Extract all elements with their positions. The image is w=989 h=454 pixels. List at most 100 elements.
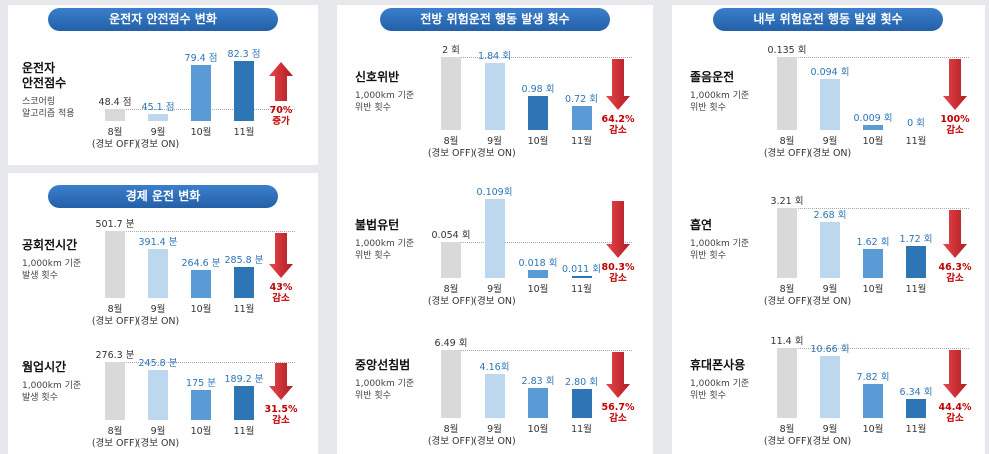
value-label: 285.8 분 bbox=[224, 254, 264, 266]
x-tick-label: 9월 (경보 ON) bbox=[473, 136, 516, 159]
reference-line bbox=[441, 350, 632, 352]
x-tick-label: 10월 bbox=[190, 426, 212, 437]
chart-subtitle: 1,000km 기준 위반 횟수 bbox=[690, 379, 750, 401]
chart-subtitle: 1,000km 기준 위반 횟수 bbox=[690, 239, 750, 261]
reference-line bbox=[105, 231, 295, 233]
bar bbox=[441, 350, 461, 418]
chart-subtitle: 1,000km 기준 위반 횟수 bbox=[355, 379, 415, 401]
x-tick-label: 10월 bbox=[527, 424, 549, 435]
bar bbox=[234, 386, 254, 420]
value-label: 0.109회 bbox=[476, 187, 513, 198]
value-label: 175 분 bbox=[186, 377, 216, 389]
value-label: 10.66 회 bbox=[810, 343, 850, 355]
panel-title: 경제 운전 변화 bbox=[48, 185, 278, 208]
value-label: 0 회 bbox=[907, 118, 925, 129]
value-label: 45.1 점 bbox=[141, 101, 175, 113]
value-label: 0.135 회 bbox=[767, 45, 807, 56]
chart-title: 공회전시간 bbox=[22, 238, 78, 252]
change-value: 31.5% bbox=[264, 404, 298, 415]
change-arrow bbox=[269, 233, 293, 278]
change-label: 43% 감소 bbox=[270, 282, 293, 304]
x-tick-label: 10월 bbox=[527, 136, 549, 147]
x-tick-label: 9월 (경보 ON) bbox=[136, 304, 180, 327]
change-arrow bbox=[943, 350, 967, 398]
bar bbox=[906, 246, 926, 278]
bar bbox=[105, 231, 125, 298]
change-label: 64.2% 감소 bbox=[602, 114, 635, 136]
change-label: 46.3% 감소 bbox=[939, 262, 972, 284]
bar bbox=[484, 374, 505, 418]
chart-title: 흡연 bbox=[690, 218, 713, 232]
chart-subtitle: 1,000km 기준 위반 횟수 bbox=[355, 239, 415, 261]
bar bbox=[820, 79, 840, 130]
value-label: 3.21 회 bbox=[770, 196, 804, 207]
change-text: 감소 bbox=[609, 125, 627, 136]
reference-line bbox=[777, 348, 969, 349]
chart-label: 흡연 1,000km 기준 위반 횟수 bbox=[690, 218, 749, 262]
x-tick-label: 8월 (경보 OFF) bbox=[91, 426, 139, 449]
reference-line bbox=[777, 208, 969, 209]
reference-line bbox=[777, 57, 969, 58]
reference-line bbox=[105, 362, 295, 364]
value-label: 48.4 점 bbox=[98, 97, 132, 109]
change-value: 80.3% bbox=[601, 262, 635, 273]
value-label: 245.8 분 bbox=[138, 358, 178, 370]
chart-label: 공회전시간 1,000km 기준 발생 횟수 bbox=[22, 238, 81, 282]
x-tick-label: 8월 (경보 OFF) bbox=[91, 127, 139, 150]
value-label: 0.011 회 bbox=[562, 263, 601, 275]
chart-label: 신호위반 1,000km 기준 위반 횟수 bbox=[355, 70, 414, 114]
value-label: 11.4 회 bbox=[770, 336, 804, 347]
change-value: 56.7% bbox=[601, 402, 635, 413]
value-label: 0.018 회 bbox=[518, 258, 558, 270]
change-arrow bbox=[606, 201, 630, 258]
bar bbox=[105, 109, 125, 121]
change-label: 70% 증가 bbox=[270, 105, 293, 127]
x-tick-label: 11월 bbox=[571, 284, 592, 295]
x-tick-label: 9월 (경보 ON) bbox=[808, 136, 852, 159]
value-label: 1.72 회 bbox=[899, 234, 933, 246]
change-value: 100% bbox=[940, 114, 970, 125]
x-tick-label: 8월 (경보 OFF) bbox=[763, 424, 811, 447]
panel-title: 내부 위험운전 행동 발생 횟수 bbox=[713, 8, 943, 31]
bar bbox=[863, 384, 883, 418]
bar bbox=[906, 399, 926, 418]
change-value: 46.3% bbox=[938, 262, 972, 273]
x-tick-label: 9월 (경보 ON) bbox=[473, 424, 516, 447]
value-label: 6.34 회 bbox=[899, 387, 933, 399]
chart-title: 웜업시간 bbox=[22, 360, 67, 374]
bar bbox=[571, 388, 592, 418]
bar bbox=[528, 388, 548, 418]
change-text: 감소 bbox=[946, 125, 964, 136]
chart-subtitle: 1,000km 기준 발생 횟수 bbox=[22, 259, 82, 281]
bar bbox=[528, 270, 548, 278]
x-tick-label: 8월 (경보 OFF) bbox=[427, 424, 475, 447]
change-arrow bbox=[606, 59, 630, 110]
chart-title: 불법유턴 bbox=[355, 218, 400, 232]
change-label: 80.3% 감소 bbox=[602, 262, 635, 284]
panel-title: 전방 위험운전 행동 발생 횟수 bbox=[380, 8, 610, 31]
bar bbox=[820, 355, 840, 418]
bar bbox=[863, 249, 883, 278]
bar bbox=[571, 106, 592, 130]
value-label: 501.7 분 bbox=[95, 219, 135, 231]
x-tick-label: 11월 bbox=[233, 304, 255, 315]
value-label: 2 회 bbox=[442, 45, 460, 56]
value-label: 0.72 회 bbox=[565, 94, 598, 106]
value-label: 82.3 점 bbox=[227, 48, 261, 60]
change-label: 100% 감소 bbox=[940, 114, 969, 136]
change-text: 증가 bbox=[272, 116, 290, 127]
x-tick-label: 11월 bbox=[905, 424, 927, 435]
change-label: 44.4% 감소 bbox=[939, 402, 972, 424]
value-label: 79.4 점 bbox=[184, 53, 218, 65]
x-tick-label: 10월 bbox=[862, 136, 884, 147]
chart-subtitle: 1,000km 기준 위반 횟수 bbox=[690, 91, 750, 113]
change-text: 감소 bbox=[609, 413, 627, 424]
bar bbox=[148, 370, 168, 420]
x-tick-label: 10월 bbox=[527, 284, 549, 295]
reference-line bbox=[441, 57, 632, 58]
bar bbox=[234, 266, 254, 298]
bar bbox=[148, 249, 168, 298]
x-tick-label: 10월 bbox=[862, 424, 884, 435]
bar bbox=[777, 208, 797, 278]
